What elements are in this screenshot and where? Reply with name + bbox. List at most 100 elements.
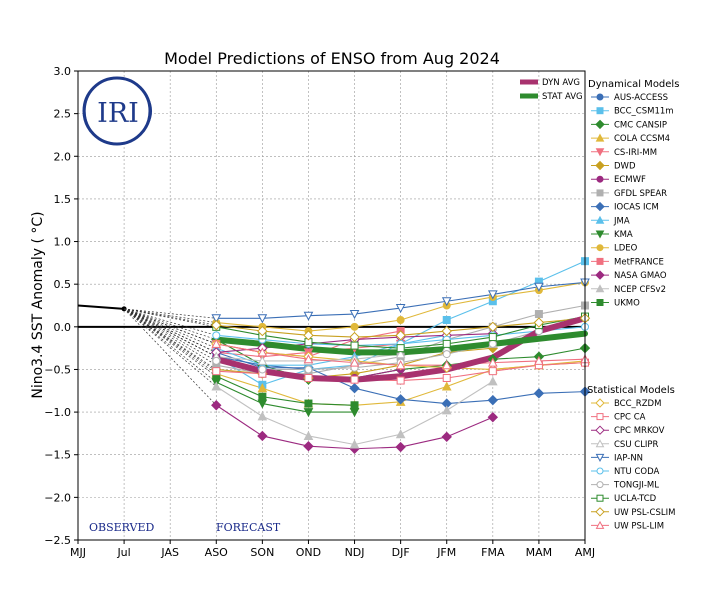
data-point-bcc-csm11m [442, 315, 451, 324]
legend-label-dyn-avg: DYN AVG [542, 78, 580, 88]
legend-marker-cpc-ca [596, 413, 604, 421]
forecast-annotation: FORECAST [216, 521, 281, 534]
x-tick-label: FMA [481, 546, 505, 559]
legend-marker-kma [595, 230, 605, 239]
legend-label-uw-psl-lim: UW PSL-LIM [614, 521, 664, 531]
legend-marker-cmc-cansip [595, 119, 605, 130]
data-point-uw-psl-cslim [211, 319, 222, 331]
legend-marker-cpc-mrkov [595, 425, 605, 435]
data-point-tongji-ml [304, 365, 313, 374]
connector-line [123, 308, 217, 340]
legend-marker-gfdl-spear [596, 189, 604, 197]
data-point-cola-ccsm4 [441, 381, 452, 391]
legend-marker-tongji-ml [596, 481, 604, 489]
legend-label-cola-ccsm4: COLA CCSM4 [614, 134, 670, 144]
y-tick-label: −2.0 [44, 491, 71, 504]
legend-label-gfdl-spear: GFDL SPEAR [614, 189, 667, 199]
data-point-iap-nn [211, 314, 222, 324]
data-point-cpc-ca [442, 373, 451, 382]
data-point-ntu-coda [212, 331, 221, 340]
legend-marker-iocas-icm [595, 201, 605, 212]
legend-marker-dwd [595, 160, 605, 171]
data-point-uw-psl-lim [257, 347, 268, 357]
data-point-ncep-cfsv2 [487, 376, 498, 386]
legend-marker-cola-ccsm4 [595, 133, 605, 142]
data-point-iap-nn [257, 314, 268, 324]
x-tick-label: DJF [392, 546, 410, 559]
connector-line [123, 308, 217, 362]
legend-label-ntu-coda: NTU CODA [614, 467, 659, 477]
legend-label-iap-nn: IAP-NN [614, 453, 643, 463]
data-point-uw-psl-lim [303, 354, 314, 364]
legend-marker-jma [595, 215, 605, 224]
logo-text: IRI [97, 98, 139, 129]
legend-label-cpc-mrkov: CPC MRKOV [614, 426, 665, 436]
connector-line [124, 308, 217, 323]
connector-line [123, 308, 217, 387]
x-tick-label: SON [250, 546, 274, 559]
legend-marker-uw-psl-lim [595, 520, 605, 529]
legend-label-nasa-gmao: NASA GMAO [614, 271, 667, 281]
data-point-iap-nn [349, 310, 360, 320]
x-tick-label: MJJ [70, 546, 86, 559]
x-tick-label: ASO [205, 546, 229, 559]
legend-label-bcc-rzdm: BCC_RZDM [614, 399, 661, 409]
y-tick-label: 1.5 [54, 193, 72, 206]
data-point-cpc-ca [304, 373, 313, 382]
legend-marker-uw-psl-cslim [595, 507, 605, 517]
data-point-iocas-icm [487, 394, 499, 406]
legend-label-ecmwf: ECMWF [614, 175, 646, 185]
data-point-tongji-ml [488, 339, 497, 348]
series-line-ukmo [216, 375, 355, 406]
x-tick-label: MAM [526, 546, 553, 559]
data-point-uw-psl-lim [487, 357, 498, 367]
data-point-tongji-ml [258, 365, 267, 374]
data-point-nasa-gmao [395, 441, 406, 453]
y-tick-label: −2.5 [44, 534, 71, 547]
y-tick-label: 3.0 [54, 65, 72, 78]
legend-label-ukmo: UKMO [614, 299, 640, 309]
data-point-nasa-gmao [487, 412, 499, 423]
data-point-tongji-ml [212, 356, 221, 365]
connector-line [123, 308, 217, 357]
observed-line [77, 304, 125, 310]
legend: DYN AVG STAT AVG Dynamical Models AUS-ACCES… [520, 78, 679, 531]
data-point-nasa-gmao [211, 400, 222, 411]
data-point-ukmo [258, 392, 267, 401]
legend-label-jma: JMA [613, 216, 630, 226]
data-point-ncep-cfsv2 [395, 429, 406, 439]
data-point-ncep-cfsv2 [303, 430, 314, 440]
legend-label-bcc-csm11m: BCC_CSM11m [614, 107, 674, 117]
data-point-ucla-tcd [442, 339, 451, 348]
data-point-uw-psl-lim [211, 338, 222, 348]
data-point-uw-psl-cslim [441, 325, 452, 337]
x-tick-label: JAS [160, 546, 179, 559]
plot-area [77, 257, 591, 454]
y-tick-label: 0.0 [54, 321, 72, 334]
legend-marker-metfrance [596, 257, 604, 265]
data-point-csu-clipr [395, 349, 406, 359]
data-point-ucla-tcd [488, 333, 497, 342]
legend-label-metfrance: MetFRANCE [614, 257, 664, 267]
legend-marker-aus-access [596, 93, 604, 101]
data-point-csu-clipr [257, 355, 268, 365]
y-tick-label: 2.0 [54, 150, 72, 163]
data-point-tongji-ml [442, 350, 451, 359]
x-tick-label: Jul [116, 546, 130, 559]
connector-line [123, 308, 217, 353]
data-point-uw-psl-cslim [303, 330, 314, 341]
data-point-cpc-ca [488, 367, 497, 376]
data-point-cpc-ca [350, 375, 359, 384]
connector-line [123, 308, 217, 345]
legend-marker-ncep-cfsv2 [595, 284, 605, 293]
logo-crescent-right [140, 88, 153, 134]
data-point-ldeo [350, 322, 359, 331]
legend-label-ucla-tcd: UCLA-TCD [614, 494, 657, 504]
legend-label-cpc-ca: CPC CA [614, 413, 646, 423]
data-point-uw-psl-cslim [257, 325, 268, 337]
x-tick-label: NDJ [345, 546, 365, 559]
data-point-ncep-cfsv2 [349, 439, 360, 449]
x-tick-label: OND [296, 546, 321, 559]
axes: 3.0 2.5 2.0 1.5 1.0 0.5 0.0 −0.5 −1.0 −1.5 −2.0 −2.… [44, 65, 595, 559]
data-point-iocas-icm [349, 383, 360, 394]
